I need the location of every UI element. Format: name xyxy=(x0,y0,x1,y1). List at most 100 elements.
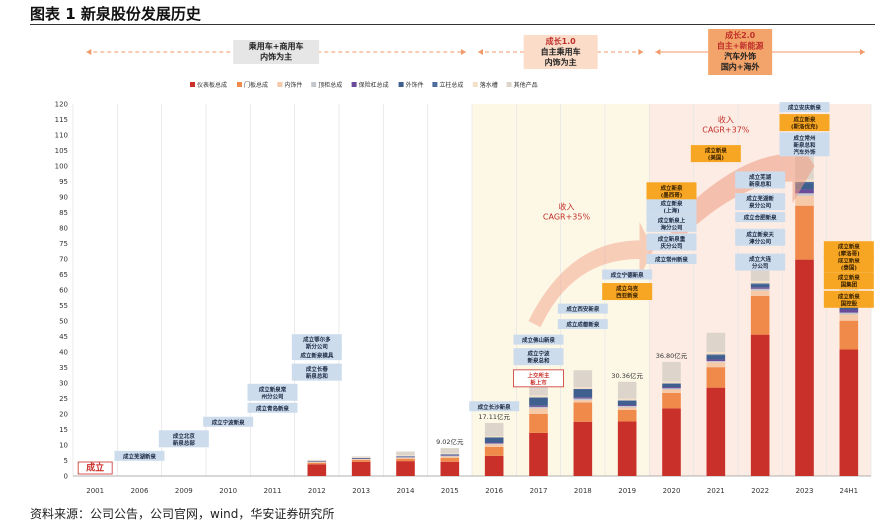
phase-label: 内饰为主 xyxy=(260,52,292,62)
bar-segment-console xyxy=(440,455,460,456)
title-rule xyxy=(30,24,875,25)
event-box-bg xyxy=(646,197,697,215)
event-box: 成立合肥新泉 xyxy=(735,212,786,223)
phase-arrowhead xyxy=(86,49,92,55)
bar-segment-interior xyxy=(662,389,681,393)
event-label: 成立安庆新泉 xyxy=(788,104,822,112)
event-box: 成立新泉(美国) xyxy=(690,145,741,163)
event-box: 成立新泉(斯洛伐克) xyxy=(779,114,830,132)
phase-arrowhead xyxy=(638,49,644,55)
event-label: 成立新泉 xyxy=(838,274,861,282)
bar-segment-pillar xyxy=(484,437,504,438)
legend-swatch-console xyxy=(351,82,357,87)
event-label: 成立新泉常 xyxy=(259,385,287,393)
bar-segment-door xyxy=(573,402,593,422)
event-box: 成立佛山新泉 xyxy=(513,334,564,345)
phase-label: 乘用车+商用车 xyxy=(248,41,304,51)
event-box-bg xyxy=(779,132,830,157)
event-label: 州分公司 xyxy=(260,392,283,400)
bar-segment-instrument xyxy=(351,461,371,476)
event-label: 成立常州 xyxy=(793,134,816,142)
event-label: 新泉总和 xyxy=(306,372,329,380)
event-box-bg xyxy=(735,228,786,246)
bar-segment-ceiling xyxy=(750,288,770,291)
event-label: 成立合肥新泉 xyxy=(744,214,778,222)
bar-segment-interior xyxy=(484,444,504,447)
event-box: 成立青岛新泉 xyxy=(247,402,298,413)
event-box: 成立西安新泉 xyxy=(557,303,608,314)
bar-segment-console xyxy=(529,405,548,407)
event-box-bg xyxy=(646,233,697,251)
y-tick-label: 65 xyxy=(59,271,68,279)
event-box-bg xyxy=(602,269,653,280)
bar-segment-exterior xyxy=(573,389,593,398)
bar-segment-console xyxy=(662,387,681,389)
bar-segment-ceiling xyxy=(617,405,637,408)
event-box-bg xyxy=(823,290,874,308)
x-tick-label: 2019 xyxy=(618,487,636,495)
event-box: 成立新泉(摩洛哥) xyxy=(823,241,874,259)
chart: 0 5 10 15 20 25 30 35 40 45 50 55 60 65 70 75 80 85 90 95 10… xyxy=(55,29,874,495)
phase-arrowhead xyxy=(478,49,483,55)
bar-segment-door xyxy=(529,414,548,433)
bar-segment-door xyxy=(617,409,637,422)
y-tick-label: 70 xyxy=(59,256,68,264)
total-label: 36.80亿元 xyxy=(656,351,688,360)
event-box-bg xyxy=(735,253,786,271)
bar-segment-ceiling xyxy=(484,443,504,445)
y-tick-label: 90 xyxy=(59,194,68,202)
event-label: 成立西安新泉 xyxy=(566,305,600,313)
bar-segment-instrument xyxy=(484,455,504,476)
growth-arrow-1 xyxy=(528,221,654,328)
bar-segment-interior xyxy=(529,408,548,414)
legend-label: 外饰件 xyxy=(406,81,424,89)
event-box-bg xyxy=(513,334,564,345)
bar-segment-drain xyxy=(617,398,637,401)
x-tick-label: 2016 xyxy=(485,487,503,495)
event-box-bg xyxy=(823,241,874,259)
bar-segment-instrument xyxy=(573,421,593,476)
y-tick-label: 110 xyxy=(55,132,68,140)
event-label: 西亚新泉 xyxy=(616,292,639,300)
bar-segment-ceiling xyxy=(573,398,593,401)
event-box: 成立新泉(上海) xyxy=(646,197,697,215)
bar-segment-door xyxy=(706,367,726,388)
event-box-bg xyxy=(557,319,608,330)
event-label: 板上市 xyxy=(530,378,547,386)
event-label: 成立新泉重 xyxy=(658,235,686,243)
event-box-bg xyxy=(291,350,342,361)
event-label: 成立新泉天 xyxy=(746,230,774,238)
y-tick-label: 25 xyxy=(59,395,68,403)
bar-segment-door xyxy=(839,320,859,350)
event-label: 泉分公司 xyxy=(748,202,771,210)
y-tick-label: 75 xyxy=(59,240,68,248)
y-tick-label: 35 xyxy=(59,364,68,372)
bar-segment-instrument xyxy=(706,387,726,476)
phase-box-bg xyxy=(708,29,773,75)
y-tick-label: 15 xyxy=(59,426,68,434)
bar-segment-other xyxy=(396,451,415,456)
y-tick-label: 10 xyxy=(59,442,68,450)
event-box-bg xyxy=(469,401,520,412)
bar-segment-interior xyxy=(795,195,814,206)
bar-segment-interior xyxy=(307,462,327,463)
phase-label: 自主+新能源 xyxy=(717,41,764,51)
y-tick-label: 50 xyxy=(59,318,68,326)
total-label: 17.11亿元 xyxy=(478,412,510,421)
x-tick-label: 24H1 xyxy=(840,487,859,495)
y-tick-label: 20 xyxy=(59,411,68,419)
bar-segment-pillar xyxy=(529,397,548,398)
x-tick-label: 2023 xyxy=(796,487,814,495)
y-tick-label: 40 xyxy=(59,349,68,357)
bar-segment-exterior xyxy=(662,383,681,388)
event-label: 津分公司 xyxy=(749,237,771,245)
x-tick-label: 2017 xyxy=(530,487,548,495)
event-label: 成立新泉 xyxy=(793,116,816,124)
event-label: 成立北京 xyxy=(173,432,196,440)
total-label: 30.36亿元 xyxy=(611,371,643,380)
legend-swatch-pillar xyxy=(432,82,438,87)
